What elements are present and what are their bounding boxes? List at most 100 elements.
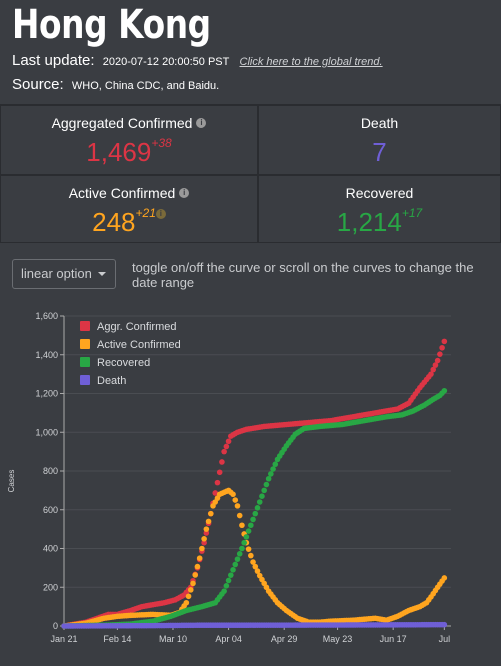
series-death[interactable] — [61, 621, 448, 629]
legend-swatch — [80, 375, 90, 385]
card-recovered: Recovered 1,214+17 — [258, 175, 501, 243]
y-tick-label: 400 — [43, 544, 58, 554]
source-row: Source: WHO, China CDC, and Baidu. — [12, 76, 219, 93]
series-active-confirmed[interactable] — [61, 487, 448, 629]
chart-hint: toggle on/off the curve or scroll on the… — [132, 260, 474, 290]
card-active-confirmed: Active Confirmed i 248+21 i — [0, 175, 258, 243]
data-point — [441, 575, 448, 581]
data-point — [230, 491, 236, 498]
y-tick-label: 1,000 — [35, 427, 58, 437]
data-point — [430, 366, 437, 373]
data-point — [214, 479, 221, 486]
data-point — [245, 546, 252, 552]
data-point — [203, 530, 210, 536]
legend-label: Active Confirmed — [97, 339, 181, 351]
legend-swatch — [80, 357, 90, 367]
data-point — [250, 559, 256, 565]
card-active-label: Active Confirmed — [68, 185, 176, 201]
data-point — [192, 572, 199, 578]
x-tick-label: Mar 10 — [159, 634, 187, 644]
legend-label: Death — [97, 375, 126, 387]
legend-swatch — [80, 339, 90, 349]
y-axis-label: Cases — [7, 470, 16, 493]
chevron-down-icon — [98, 272, 106, 276]
legend-item[interactable]: Recovered — [80, 357, 150, 369]
card-aggregated-label: Aggregated Confirmed — [51, 115, 193, 131]
data-point — [248, 552, 254, 559]
data-point — [239, 522, 245, 529]
data-point — [428, 371, 434, 377]
data-point — [437, 351, 443, 357]
data-point — [194, 563, 201, 570]
x-tick-label: Jan 21 — [50, 634, 77, 644]
scale-option-dropdown[interactable]: linear option — [12, 259, 116, 289]
info-icon[interactable]: i — [155, 209, 166, 220]
data-point — [230, 567, 236, 573]
card-active-value: 248 — [92, 207, 136, 237]
source-label: Source: — [12, 76, 64, 93]
data-point — [221, 588, 227, 594]
data-point — [221, 448, 227, 455]
data-point — [212, 490, 219, 496]
data-point — [225, 438, 232, 445]
legend-label: Aggr. Confirmed — [97, 321, 176, 333]
x-tick-label: Jun 17 — [380, 634, 407, 644]
data-point — [187, 587, 194, 593]
global-trend-link[interactable]: Click here to the global trend. — [239, 56, 383, 68]
data-point — [228, 572, 234, 578]
data-point — [259, 493, 265, 499]
legend-swatch — [80, 321, 90, 331]
card-death-value: 7 — [372, 137, 387, 167]
data-point — [270, 466, 276, 472]
data-point — [263, 481, 270, 488]
legend-item[interactable]: Aggr. Confirmed — [80, 321, 176, 333]
y-tick-label: 1,400 — [35, 350, 58, 360]
data-point — [219, 459, 225, 465]
info-icon[interactable]: i — [179, 188, 190, 198]
scale-option-label: linear option — [21, 266, 92, 281]
series-recovered[interactable] — [61, 387, 448, 629]
source-value: WHO, China CDC, and Baidu. — [71, 80, 220, 92]
data-point — [432, 362, 439, 368]
card-active-delta: +21 — [135, 206, 156, 221]
legend-label: Recovered — [97, 357, 150, 369]
chart[interactable]: 0 200 400 600 800 1,000 1,200 1,400 1,600 Jan 21 F… — [0, 300, 501, 666]
data-point — [216, 469, 223, 476]
data-point — [441, 338, 448, 345]
data-point — [234, 556, 241, 562]
data-point — [248, 522, 254, 529]
data-point — [190, 580, 196, 587]
legend-item[interactable]: Death — [80, 375, 126, 387]
data-point — [254, 505, 261, 511]
data-point — [441, 387, 448, 394]
data-point — [268, 471, 274, 477]
card-aggregated-delta: +38 — [151, 136, 172, 151]
last-update-row: Last update: 2020-07-12 20:00:50 PST Cli… — [12, 52, 383, 69]
data-point — [207, 510, 214, 517]
card-recovered-delta: +17 — [401, 206, 423, 221]
card-aggregated-confirmed: Aggregated Confirmed i 1,469+38 — [0, 105, 258, 175]
legend-item[interactable]: Active Confirmed — [80, 339, 181, 351]
data-point — [199, 545, 205, 552]
y-tick-label: 0 — [53, 621, 58, 631]
x-tick-label: May 23 — [323, 634, 353, 644]
y-tick-label: 200 — [43, 582, 58, 592]
data-point — [203, 526, 210, 532]
data-point — [201, 539, 207, 546]
card-recovered-label: Recovered — [345, 185, 414, 201]
info-icon[interactable]: i — [196, 118, 207, 128]
y-tick-label: 600 — [43, 505, 58, 515]
data-point — [201, 536, 207, 542]
data-point — [234, 503, 241, 509]
data-point — [232, 497, 239, 503]
data-point — [254, 568, 261, 574]
card-recovered-value: 1,214 — [336, 207, 402, 237]
page-title: Hong Kong — [12, 2, 211, 48]
data-point — [256, 499, 263, 505]
data-point — [225, 577, 232, 584]
data-point — [265, 475, 272, 482]
data-point — [245, 528, 252, 534]
x-tick-label: Jul — [439, 634, 451, 644]
x-tick-label: Feb 14 — [103, 634, 131, 644]
x-tick-label: Apr 29 — [271, 634, 298, 644]
